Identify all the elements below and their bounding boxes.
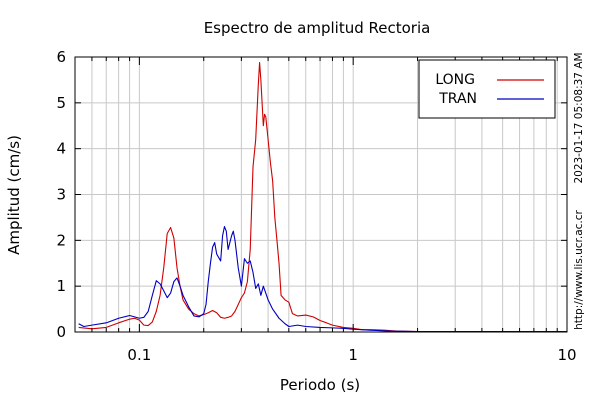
legend: LONG TRAN	[418, 59, 556, 119]
x-tick-label: 10	[557, 346, 576, 364]
source-url-text: http://www.lis.ucr.ac.cr	[573, 209, 585, 329]
x-tick-label: 0.1	[127, 346, 151, 364]
timestamp-text: 2023-01-17 05:08:37 AM	[573, 52, 585, 183]
y-tick-label: 5	[56, 94, 66, 112]
series-line-tran	[78, 226, 567, 333]
x-axis-label: Periodo (s)	[280, 376, 360, 394]
grid-lines	[74, 56, 568, 333]
y-axis-label: Amplitud (cm/s)	[5, 135, 23, 255]
x-tick-label: 1	[348, 346, 358, 364]
y-tick-label: 1	[56, 277, 66, 295]
y-tick-label: 3	[56, 186, 66, 204]
axis-ticks: 0 1 2 3 4 5 6 0.1 1 10	[56, 48, 576, 364]
y-tick-label: 0	[56, 323, 66, 341]
chart-title: Espectro de amplitud Rectoria	[204, 19, 431, 37]
legend-box	[418, 59, 556, 119]
y-tick-label: 4	[56, 140, 66, 158]
y-tick-label: 2	[56, 231, 66, 249]
y-tick-label: 6	[56, 48, 66, 66]
legend-label-tran: TRAN	[438, 91, 477, 107]
legend-label-long: LONG	[435, 72, 475, 88]
series-layer	[78, 61, 567, 333]
